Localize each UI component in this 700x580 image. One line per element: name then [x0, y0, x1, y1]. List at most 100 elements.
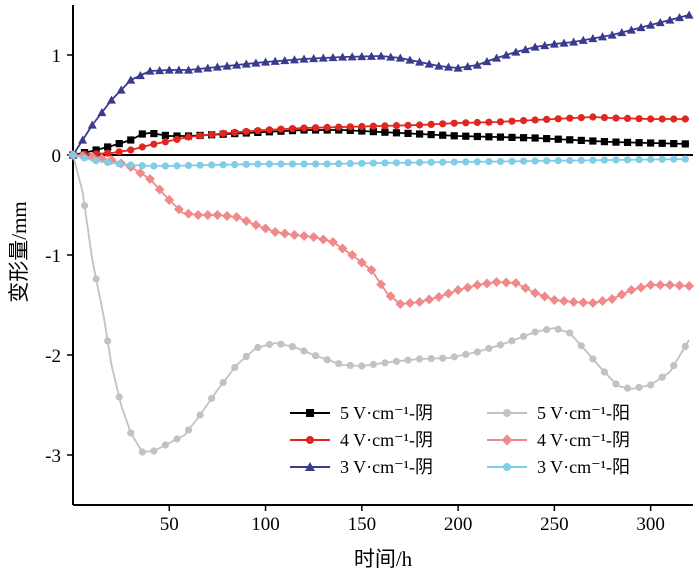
data-point	[150, 162, 158, 170]
data-point	[305, 462, 315, 471]
data-point	[366, 51, 376, 60]
data-point	[386, 52, 396, 61]
data-point	[135, 71, 145, 80]
data-point	[508, 337, 516, 345]
data-point	[635, 156, 643, 164]
data-point	[530, 42, 540, 51]
data-point	[414, 297, 425, 307]
data-point	[554, 135, 562, 143]
data-point	[381, 128, 389, 136]
data-point	[242, 352, 250, 361]
data-point	[566, 114, 574, 122]
data-point	[231, 128, 239, 136]
data-point	[463, 62, 473, 71]
data-point	[196, 161, 204, 169]
data-point	[174, 65, 184, 74]
data-point	[496, 118, 505, 126]
data-point	[482, 57, 492, 66]
data-point	[587, 298, 598, 308]
data-point	[288, 343, 297, 351]
data-point	[254, 127, 262, 135]
data-point	[681, 140, 689, 148]
data-point	[241, 59, 251, 68]
data-point	[277, 340, 285, 348]
data-point	[462, 119, 470, 127]
data-point	[208, 131, 216, 139]
data-point	[503, 409, 511, 417]
data-point	[366, 265, 377, 275]
data-point	[173, 204, 184, 215]
data-point	[531, 157, 539, 165]
data-point	[473, 348, 481, 356]
data-point	[501, 277, 512, 288]
data-point	[658, 155, 666, 163]
data-point	[127, 161, 135, 169]
data-point	[135, 168, 146, 178]
data-point	[323, 160, 331, 168]
data-point	[520, 283, 531, 293]
x-tick-label: 150	[348, 514, 377, 535]
y-tick-label: 0	[52, 146, 62, 167]
data-point	[658, 139, 666, 147]
data-point	[309, 54, 319, 63]
data-point	[496, 133, 505, 141]
data-point	[439, 120, 447, 128]
data-point	[80, 202, 89, 210]
data-point	[392, 122, 401, 130]
data-point	[173, 162, 181, 170]
data-point	[312, 160, 320, 168]
data-point	[392, 129, 401, 137]
data-point	[508, 133, 516, 141]
data-point	[347, 52, 357, 61]
data-point	[155, 66, 165, 75]
data-point	[104, 337, 112, 345]
data-point	[127, 146, 135, 154]
data-point	[462, 132, 470, 140]
data-point	[577, 136, 585, 144]
data-point	[392, 159, 401, 167]
data-point	[150, 140, 158, 148]
data-point	[250, 220, 261, 230]
data-point	[265, 160, 273, 168]
data-point	[300, 160, 308, 168]
data-point	[450, 132, 458, 140]
data-point	[260, 223, 271, 234]
data-point	[473, 158, 481, 166]
legend-item: 3 V·cm⁻¹-阴	[290, 457, 433, 477]
data-point	[450, 119, 458, 127]
data-point	[559, 38, 569, 47]
data-point	[453, 63, 463, 72]
data-point	[578, 35, 588, 44]
data-point	[219, 378, 227, 387]
data-point	[549, 295, 560, 305]
data-point	[289, 230, 300, 240]
data-point	[635, 383, 643, 391]
data-point	[138, 448, 146, 456]
data-point	[104, 149, 112, 157]
data-point	[578, 297, 589, 308]
data-point	[161, 441, 170, 449]
data-point	[443, 62, 453, 71]
data-point	[145, 66, 155, 75]
data-point	[664, 280, 675, 290]
data-point	[647, 115, 655, 123]
data-point	[241, 216, 252, 226]
data-point	[427, 355, 435, 363]
data-point	[404, 121, 412, 129]
data-point	[300, 124, 308, 132]
data-point	[392, 357, 401, 365]
data-point	[492, 53, 502, 62]
data-point	[647, 381, 655, 389]
data-point	[138, 162, 146, 170]
data-point	[395, 53, 405, 62]
data-point	[623, 114, 632, 122]
legend-label: 4 V·cm⁻¹-阴	[340, 430, 433, 450]
data-point	[404, 129, 412, 137]
data-point	[424, 294, 435, 305]
axes: 50 100 150 200 250 300 1 0 -1 -2 -3	[45, 5, 693, 535]
data-point	[138, 130, 146, 138]
data-point	[87, 152, 98, 162]
data-point	[222, 211, 232, 221]
